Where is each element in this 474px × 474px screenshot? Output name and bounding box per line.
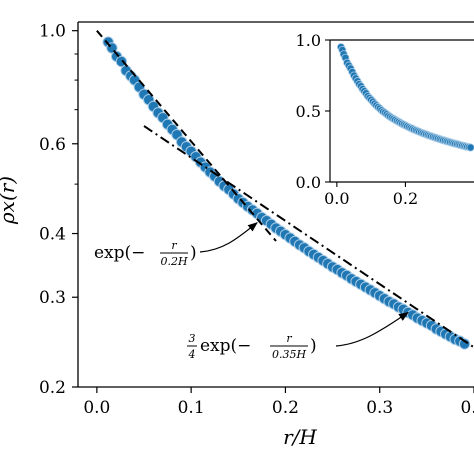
inset-data-point [466,143,474,152]
main-x-tick-label: 0.3 [366,398,393,418]
main-x-ticks: 0.0 0.1 0.2 0.3 0.4 [83,387,474,418]
inset-x-tick-label: 0.0 [324,189,349,208]
annotation-long-range: 3 4 exp(− r 0.35H) [187,311,409,361]
main-x-tick-label: 0.0 [83,398,110,418]
annotation-denominator: 0.2H [160,255,187,268]
main-plot-area [96,30,474,350]
annotation-numerator: r [171,239,177,252]
fit-line-short-range [96,30,277,242]
annotation-arrow [335,311,409,347]
main-data-points [102,36,471,350]
data-point [458,338,471,350]
main-x-axis-label: r/H [283,425,317,449]
inset-data-points [336,43,474,152]
inset-y-tick-label: 0.5 [296,102,321,121]
annotation-suffix: ) [310,336,317,356]
inset-plot-area [336,43,474,152]
annotation-numerator: r [286,332,292,345]
annotation-denominator: 0.35H [272,348,306,361]
inset-background [330,40,474,182]
annotation-short-range: exp(− r 0.2H) [94,222,258,268]
main-y-ticks: 1.0 0.6 0.4 0.3 0.2 [39,22,78,398]
annotation-coef-numerator: 3 [189,332,196,345]
main-y-tick-label: 0.4 [39,225,66,245]
main-x-tick-label: 0.4 [460,398,474,418]
annotation-coef-denominator: 4 [188,348,196,361]
inset-axes: 0.0 0.2 0.0 0.5 1.0 [296,31,474,208]
annotation-arrow [199,222,258,253]
inset-x-ticks: 0.0 0.2 [324,182,418,208]
main-y-tick-label: 1.0 [39,22,66,42]
annotation-prefix: exp(− [200,336,251,356]
main-y-tick-label: 0.6 [39,135,66,155]
annotation-prefix: exp(− [94,243,145,263]
data-point [115,55,128,68]
annotation-suffix: ) [190,243,197,263]
main-x-tick-label: 0.1 [178,398,205,418]
fit-line-long-range [143,125,474,349]
fit-annotations: exp(− r 0.2H) 3 4 exp(− r 0.35H) [94,222,409,361]
main-y-tick-label: 0.3 [39,288,66,308]
main-x-tick-label: 0.2 [272,398,299,418]
inset-y-tick-label: 0.0 [296,173,321,192]
inset-y-tick-label: 1.0 [296,31,321,50]
main-y-axis-label: ρx(r) [0,176,19,225]
main-y-tick-label: 0.2 [39,378,66,398]
main-fit-lines [96,30,474,349]
main-axes: 0.0 0.1 0.2 0.3 0.4 1.0 0.6 0.4 0.3 0.2 r/H ρx(r… [0,21,474,449]
inset-y-ticks: 0.0 0.5 1.0 [296,31,330,192]
inset-x-tick-label: 0.2 [393,189,418,208]
